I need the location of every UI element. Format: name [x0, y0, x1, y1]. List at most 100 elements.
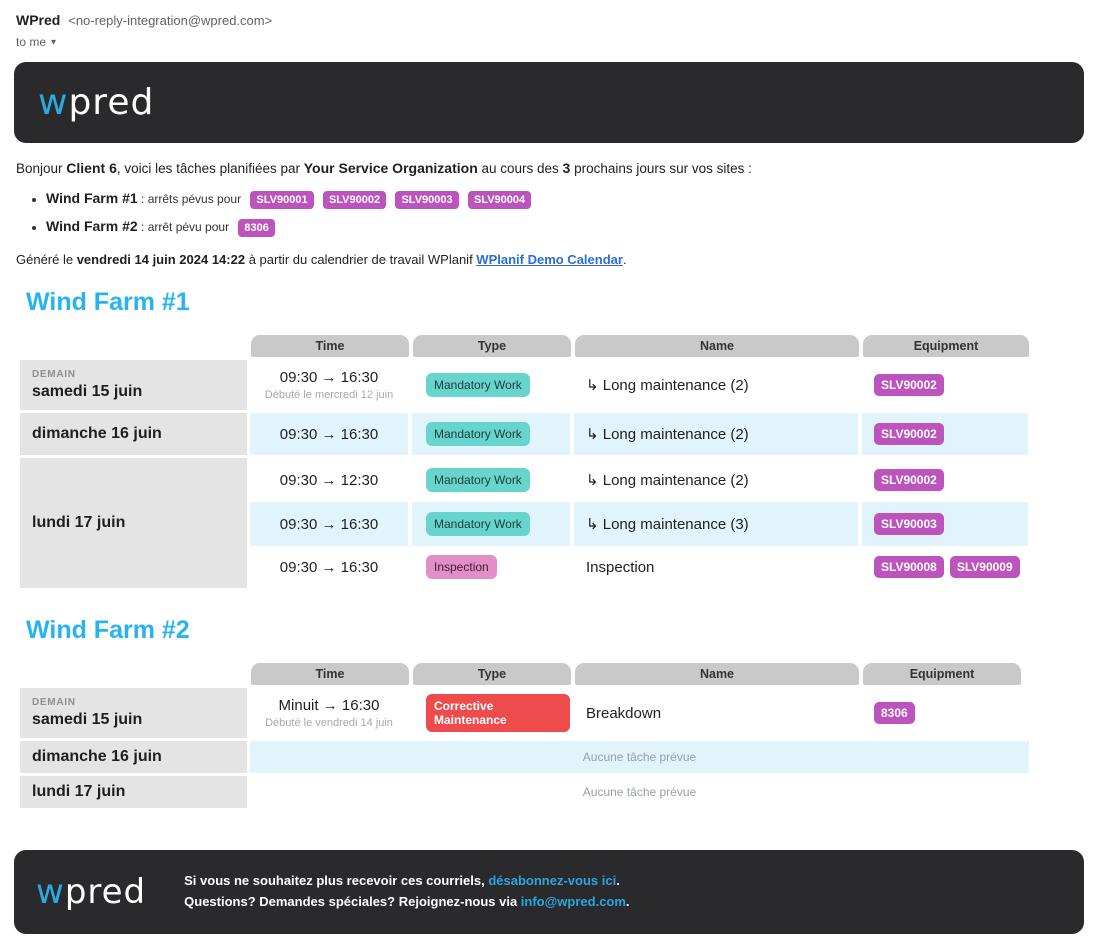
- equipment-badge: SLV90001: [250, 191, 314, 209]
- time-range: 09:30 → 16:30: [279, 515, 379, 533]
- wpred-logo: wpred: [38, 81, 155, 123]
- time-cell: 09:30 → 16:30: [250, 546, 408, 588]
- equipment-badge: SLV90004: [467, 191, 532, 209]
- no-task-row: Aucune tâche prévue: [250, 741, 1029, 773]
- equipment-badge: SLV90002: [874, 423, 944, 445]
- day-rows: 09:30 → 12:30 Mandatory Work ↳ Long main…: [250, 458, 1029, 588]
- type-cell: Corrective Maintenance: [412, 688, 570, 738]
- intro-paragraph: Bonjour Client 6, voici les tâches plani…: [16, 160, 1098, 176]
- equipment-badge: SLV90002: [874, 469, 944, 491]
- column-header-name: Name: [575, 663, 859, 685]
- type-badge: Mandatory Work: [426, 468, 530, 492]
- footer-line-text: Questions? Demandes spéciales? Rejoignez…: [184, 894, 521, 909]
- name-cell: Breakdown: [574, 688, 858, 738]
- equipment-badge: 8306: [874, 702, 915, 724]
- unsubscribe-link[interactable]: désabonnez-vous ici: [488, 873, 617, 889]
- table-header-row: Time Type Name Equipment: [20, 335, 1029, 357]
- bullet-text: arrêts pévus pour: [147, 192, 242, 206]
- recipient-line[interactable]: to me ▾: [16, 35, 1098, 49]
- tomorrow-tag: DEMAIN: [32, 369, 76, 380]
- time-cell: 09:30 → 12:30: [250, 458, 408, 502]
- equipment-badge: SLV90008: [874, 556, 944, 578]
- column-header-time: Time: [251, 663, 409, 685]
- chevron-down-icon[interactable]: ▾: [51, 36, 57, 48]
- day-rows: Aucune tâche prévue: [250, 776, 1029, 808]
- date-label: dimanche 16 juin: [32, 425, 162, 442]
- type-badge: Inspection: [426, 555, 497, 579]
- generated-line: Généré le vendredi 14 juin 2024 14:22 à …: [16, 252, 1098, 267]
- tomorrow-tag: DEMAIN: [32, 697, 76, 708]
- day-group: lundi 17 juin Aucune tâche prévue: [20, 776, 1029, 808]
- time-range: 09:30 → 16:30: [279, 425, 379, 443]
- date-cell: dimanche 16 juin: [20, 741, 247, 773]
- generated-datetime: vendredi 14 juin 2024 14:22: [76, 252, 246, 267]
- to-me-label: to me: [16, 35, 47, 49]
- equipment-cell: SLV90002: [862, 413, 1028, 455]
- summary-list: Wind Farm #1 : arrêts pévus pour SLV9000…: [46, 190, 1098, 237]
- day-group: lundi 17 juin 09:30 → 12:30 Mandatory Wo…: [20, 458, 1029, 588]
- name-cell: ↳ Long maintenance (3): [574, 502, 858, 546]
- name-cell: ↳ Long maintenance (2): [574, 413, 858, 455]
- time-range: 09:30 → 12:30: [279, 471, 379, 489]
- generated-text: à partir du calendrier de travail WPlani…: [245, 252, 477, 267]
- column-header-equipment: Equipment: [863, 663, 1021, 685]
- wpred-logo: wpred: [36, 875, 146, 909]
- type-badge: Corrective Maintenance: [426, 694, 570, 732]
- equipment-badge: 8306: [238, 219, 275, 237]
- separator: :: [137, 192, 148, 206]
- time-note: Débuté le mercredi 12 juin: [264, 389, 394, 401]
- date-label: lundi 17 juin: [32, 783, 126, 800]
- date-label: dimanche 16 juin: [32, 748, 162, 765]
- intro-text: , voici les tâches planifiées par: [116, 161, 304, 176]
- wpred-logo-w: w: [38, 81, 69, 123]
- name-cell: ↳ Long maintenance (2): [574, 360, 858, 410]
- type-cell: Mandatory Work: [412, 360, 570, 410]
- footer-line-text: .: [616, 873, 620, 889]
- section-title-wind-farm-2: Wind Farm #2: [26, 616, 190, 644]
- header-spacer: [20, 663, 247, 685]
- unsubscribe-line: Si vous ne souhaitez plus recevoir ces c…: [184, 871, 629, 892]
- day-rows: Aucune tâche prévue: [250, 741, 1029, 773]
- footer-banner: wpred Si vous ne souhaitez plus recevoir…: [14, 850, 1084, 934]
- day-group: dimanche 16 juin 09:30 → 16:30 Mandatory…: [20, 413, 1029, 455]
- wpred-logo-rest: pred: [68, 81, 155, 123]
- day-group: DEMAIN samedi 15 juin 09:30 → 16:30 Débu…: [20, 360, 1029, 410]
- table-row: 09:30 → 16:30 Inspection Inspection SLV9…: [250, 546, 1029, 588]
- equipment-cell: 8306: [862, 688, 1020, 738]
- date-cell: lundi 17 juin: [20, 776, 247, 808]
- contact-line: Questions? Demandes spéciales? Rejoignez…: [184, 892, 629, 913]
- sender-address: <no-reply-integration@wpred.com>: [68, 13, 273, 28]
- wind-farm-1-table: Time Type Name Equipment DEMAIN samedi 1…: [20, 335, 1029, 588]
- type-badge: Mandatory Work: [426, 373, 530, 397]
- type-badge: Mandatory Work: [426, 512, 530, 536]
- table-row: 09:30 → 16:30 Mandatory Work ↳ Long main…: [250, 502, 1029, 546]
- equipment-badge: SLV90009: [949, 556, 1020, 578]
- equipment-cell: SLV90008 SLV90009: [862, 546, 1028, 588]
- table-header-row: Time Type Name Equipment: [20, 663, 1029, 685]
- date-cell: DEMAIN samedi 15 juin: [20, 688, 247, 738]
- intro-text: au cours des: [477, 161, 563, 176]
- time-range: 09:30 → 16:30: [279, 558, 379, 576]
- wpred-logo-rest: pred: [64, 872, 147, 912]
- footer-line-text: Si vous ne souhaitez plus recevoir ces c…: [184, 873, 489, 889]
- contact-email-link[interactable]: info@wpred.com: [520, 894, 626, 909]
- separator: :: [137, 220, 148, 234]
- calendar-link[interactable]: WPlanif Demo Calendar: [476, 252, 623, 267]
- table-row: 09:30 → 12:30 Mandatory Work ↳ Long main…: [250, 458, 1029, 502]
- generated-text: .: [622, 252, 627, 267]
- type-cell: Inspection: [412, 546, 570, 588]
- date-label: lundi 17 juin: [32, 514, 126, 531]
- equipment-cell: SLV90003: [862, 502, 1028, 546]
- time-note: Débuté le vendredi 14 juin: [265, 717, 393, 729]
- equipment-badge: SLV90003: [395, 191, 459, 209]
- org-name: Your Service Organization: [303, 160, 478, 176]
- date-label: samedi 15 juin: [32, 383, 143, 400]
- days-count: 3: [562, 160, 571, 176]
- brand-banner: wpred: [14, 62, 1084, 143]
- time-cell: 09:30 → 16:30: [250, 413, 408, 455]
- site-name: Wind Farm #2: [46, 218, 138, 234]
- day-group: dimanche 16 juin Aucune tâche prévue: [20, 741, 1029, 773]
- column-header-type: Type: [413, 335, 571, 357]
- time-range: 09:30 → 16:30: [279, 369, 379, 386]
- section-title-wind-farm-1: Wind Farm #1: [26, 288, 190, 316]
